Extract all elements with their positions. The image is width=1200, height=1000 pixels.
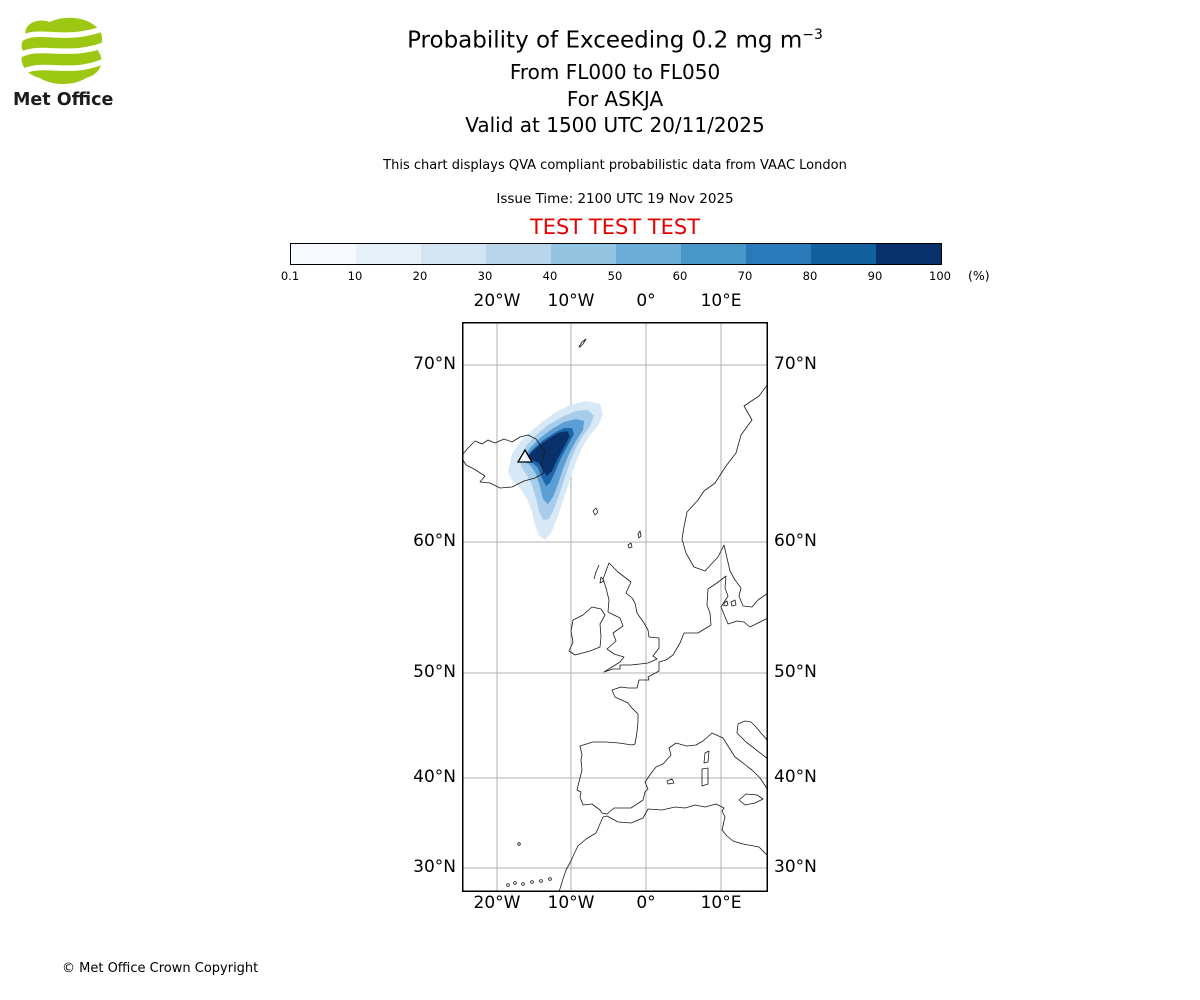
graticule-lines [462,322,768,892]
colorbar-segment [616,244,681,264]
y-axis-label-left: 30°N [413,857,456,877]
island-dot [506,883,510,887]
coastline-skye [599,576,605,584]
colorbar-unit-label: (%) [968,268,990,283]
colorbar-segment [876,244,941,264]
volcano-marker-icon [516,448,534,463]
plume-layer-max [526,431,570,476]
coastlines [462,338,769,893]
colorbar-segment [291,244,356,264]
colorbar-tick-label: 70 [737,269,753,283]
chart-subtitles: From FL000 to FL050 For ASKJA Valid at 1… [0,59,1200,139]
coastline-zealand [730,599,737,607]
subtitle-valid-time: Valid at 1500 UTC 20/11/2025 [465,113,765,138]
probability-colorbar [290,243,942,265]
island-dot [539,879,543,883]
y-axis-label-right: 70°N [774,354,817,374]
colorbar-tick-label: 90 [867,269,883,283]
coastline-mainland-europe [576,575,769,815]
coastline-hebrides [593,564,600,580]
logo-wave-icon [17,59,105,76]
subtitle-flight-levels: From FL000 to FL050 [509,60,721,84]
colorbar-segment [356,244,421,264]
x-axis-label-top: 20°W [473,291,521,311]
colorbar-tick-label: 10 [347,269,363,283]
y-axis-label-left: 40°N [413,767,456,787]
chart-title-exponent: −3 [802,27,823,43]
coastline-canary-islands [506,877,552,887]
coastline-great-britain [602,562,660,673]
y-axis-label-right: 30°N [774,857,817,877]
y-axis-label-left: 60°N [413,531,456,551]
coastline-scandinavia [681,383,769,608]
colorbar-segment [746,244,811,264]
y-axis-label-left: 70°N [413,354,456,374]
coastline-faroe [592,507,599,516]
coastline-north-africa [558,803,769,893]
colorbar-tick-label: 100 [929,269,951,283]
coastline-orkney [627,542,633,549]
x-axis-label-top: 10°W [547,291,595,311]
coastline-sardinia [701,767,709,787]
colorbar-segment [811,244,876,264]
island-dot [548,877,552,881]
y-axis-label-right: 60°N [774,531,817,551]
island-dot [521,882,525,886]
test-banner: TEST TEST TEST [529,215,701,239]
coastline-funen [723,600,729,607]
coastline-ireland [568,606,606,656]
island-dot [530,880,534,884]
issue-time: Issue Time: 2100 UTC 19 Nov 2025 [496,191,734,207]
ash-probability-plume [508,401,603,540]
chart-title-main: Probability of Exceeding 0.2 mg m [407,27,803,54]
colorbar-segment [486,244,551,264]
x-axis-label-bottom: 10°W [547,893,595,913]
y-axis-label-left: 50°N [413,662,456,682]
colorbar-segment [681,244,746,264]
colorbar-segment [421,244,486,264]
x-axis-label-bottom: 20°W [473,893,521,913]
x-axis-label-top: 0° [636,291,656,311]
coastline-adriatic [736,720,769,760]
coastline-jan-mayen [578,338,587,348]
colorbar-tick-label: 80 [802,269,818,283]
colorbar-tick-label: 60 [672,269,688,283]
island-dot [513,881,517,885]
chart-title: Probability of Exceeding 0.2 mg m−3 [0,27,1200,54]
logo-wave-icon [17,26,105,42]
map-frame [462,322,768,892]
colorbar-tick-label: 30 [477,269,493,283]
y-axis-label-right: 50°N [774,662,817,682]
colorbar-tick-label: 40 [542,269,558,283]
x-axis-label-top: 10°E [700,291,742,311]
met-office-logo-text: Met Office [13,90,114,110]
colorbar-segment [551,244,616,264]
coastline-iceland [462,434,546,489]
coastline-shetland [637,530,642,539]
x-axis-label-bottom: 10°E [700,893,742,913]
coastline-mallorca [666,778,675,785]
colorbar-tick-label: 20 [412,269,428,283]
x-axis-label-bottom: 0° [636,893,656,913]
coastline-sicily [738,793,764,806]
colorbar-tick-label: 0.1 [280,269,300,283]
subtitle-volcano: For ASKJA [566,86,664,111]
colorbar-tick-label: 50 [607,269,623,283]
met-office-logo [15,17,106,85]
coastline-corsica [703,750,710,764]
y-axis-label-right: 40°N [774,767,817,787]
logo-wave-icon [15,42,106,59]
qva-compliance-note: This chart displays QVA compliant probab… [383,158,847,173]
copyright-notice: © Met Office Crown Copyright [62,961,259,976]
probability-map [462,322,769,893]
coastline-madeira [517,842,521,846]
